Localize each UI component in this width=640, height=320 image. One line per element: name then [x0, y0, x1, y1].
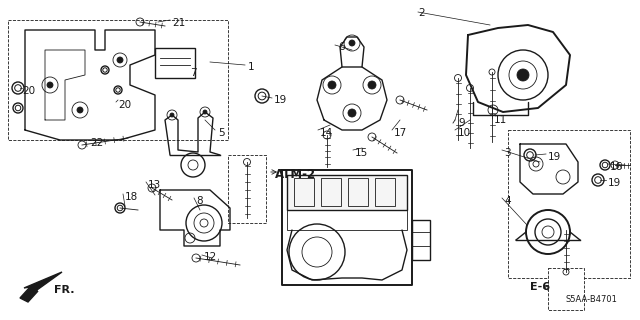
- Bar: [228, 155, 266, 223]
- Circle shape: [348, 109, 356, 117]
- Text: 15: 15: [355, 148, 368, 158]
- Text: 16: 16: [610, 162, 623, 172]
- Text: 20: 20: [22, 86, 35, 96]
- Circle shape: [117, 57, 123, 63]
- Text: 20: 20: [118, 100, 131, 110]
- Text: 12: 12: [204, 252, 217, 262]
- Bar: [348, 178, 368, 206]
- Text: 19: 19: [608, 178, 621, 188]
- Text: 18: 18: [125, 192, 138, 202]
- Bar: [8, 20, 228, 140]
- Bar: [375, 178, 395, 206]
- Text: 6: 6: [338, 42, 344, 52]
- Text: 4: 4: [504, 196, 511, 206]
- Bar: [287, 175, 407, 210]
- Text: 2: 2: [418, 8, 424, 18]
- Circle shape: [349, 40, 355, 46]
- Text: FR.: FR.: [54, 285, 74, 295]
- Text: 9: 9: [458, 118, 465, 128]
- Text: 19: 19: [274, 95, 287, 105]
- Circle shape: [328, 81, 336, 89]
- Text: 7: 7: [190, 68, 196, 78]
- Text: E-6: E-6: [530, 282, 550, 292]
- Text: S5AA-B4701: S5AA-B4701: [566, 295, 618, 304]
- Text: 3: 3: [504, 148, 511, 158]
- Bar: [155, 48, 195, 78]
- Text: 22: 22: [90, 138, 103, 148]
- Bar: [548, 268, 584, 310]
- Text: 21: 21: [172, 18, 185, 28]
- Circle shape: [170, 113, 174, 117]
- Bar: [412, 220, 430, 260]
- Text: ATM-2: ATM-2: [275, 168, 316, 181]
- Text: 5: 5: [218, 128, 225, 138]
- Circle shape: [203, 110, 207, 114]
- Text: 17: 17: [394, 128, 407, 138]
- Bar: [321, 178, 341, 206]
- Text: 10: 10: [458, 128, 471, 138]
- Bar: [508, 130, 630, 278]
- Circle shape: [77, 107, 83, 113]
- Circle shape: [47, 82, 53, 88]
- Text: 14: 14: [320, 128, 333, 138]
- Polygon shape: [20, 272, 62, 302]
- Text: 19: 19: [548, 152, 561, 162]
- Circle shape: [517, 69, 529, 81]
- Text: 13: 13: [148, 180, 161, 190]
- Circle shape: [368, 81, 376, 89]
- Text: 8: 8: [196, 196, 203, 206]
- Text: 11: 11: [494, 115, 508, 125]
- Bar: [294, 178, 314, 206]
- Bar: [287, 210, 407, 230]
- Text: 1: 1: [248, 62, 255, 72]
